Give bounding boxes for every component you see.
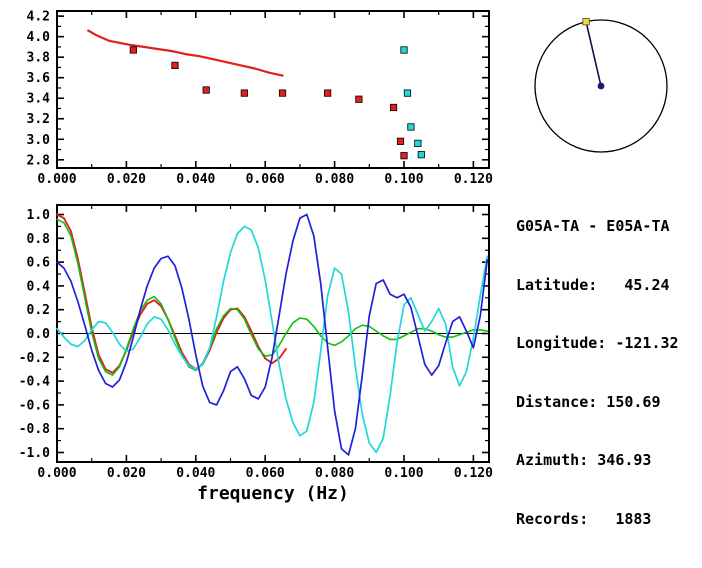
- y-tick-label: -1.0: [19, 446, 50, 461]
- x-tick-label: 0.040: [176, 466, 215, 481]
- cyan-velocity-markers-point: [414, 139, 422, 147]
- waveform-plot: 0.000 0.020 0.040 0.060 0.080 0.100 0.120 -1.0 -…: [19, 204, 493, 504]
- target-station-marker: [582, 18, 590, 26]
- cyan-velocity-markers-point: [407, 123, 415, 131]
- y-tick-label: 3.2: [27, 112, 50, 127]
- y-tick-label: 4.0: [27, 30, 51, 45]
- x-tick-label: 0.000: [37, 172, 76, 187]
- station-pair-title: G05A-TA - E05A-TA: [516, 217, 670, 235]
- red-velocity-markers-point: [389, 103, 398, 112]
- records-line: Records: 1883: [516, 509, 652, 528]
- azimuth-line: Azimuth: 346.93: [516, 451, 652, 469]
- station-info-panel: G05A-TA - E05A-TA Latitude: 45.24 Longit…: [516, 178, 679, 568]
- y-tick-label: 0.8: [27, 232, 51, 247]
- y-tick-label: -0.6: [19, 398, 50, 413]
- y-tick-label: -0.8: [19, 422, 50, 437]
- red-velocity-markers-point: [171, 61, 179, 69]
- y-tick-label: 3.6: [27, 71, 51, 86]
- x-axis-label: frequency (Hz): [197, 483, 349, 504]
- x-tick-label: 0.080: [315, 466, 354, 481]
- red-velocity-markers-point: [129, 46, 137, 54]
- x-tick-label: 0.080: [315, 172, 354, 187]
- x-tick-label: 0.060: [246, 172, 285, 187]
- distance-line: Distance: 150.69: [516, 392, 661, 411]
- y-tick-label: 0.6: [27, 256, 51, 271]
- red-velocity-markers-point: [400, 152, 408, 160]
- figure-page: 0.000 0.020 0.040 0.060 0.080 0.100 0.120 2.8 3.…: [18, 9, 679, 528]
- reference-dispersion-curve: [87, 29, 284, 77]
- y-tick-label: 4.2: [27, 10, 50, 25]
- y-tick-label: 0.2: [27, 303, 50, 318]
- red-velocity-markers-point: [324, 89, 332, 97]
- y-tick-label: -0.2: [19, 351, 50, 366]
- red-velocity-markers-point: [355, 95, 363, 103]
- y-tick-label: 0.0: [27, 327, 51, 342]
- waveform-green: [56, 218, 489, 376]
- x-tick-label: 0.120: [454, 172, 493, 187]
- y-tick-label: 1.0: [27, 208, 51, 223]
- x-tick-label: 0.120: [454, 466, 493, 481]
- waveform-blue: [56, 213, 489, 456]
- y-tick-label: 3.8: [27, 51, 51, 66]
- longitude-line: Longitude: -121.32: [516, 334, 679, 352]
- azimuth-diagram: [534, 18, 668, 153]
- source-station-dot: [597, 82, 605, 90]
- waveform-cyan: [56, 225, 489, 454]
- x-tick-label: 0.060: [246, 466, 285, 481]
- dispersion-plot: 0.000 0.020 0.040 0.060 0.080 0.100 0.120 2.8 3.…: [27, 10, 494, 187]
- y-tick-label: 2.8: [27, 153, 51, 168]
- cyan-velocity-markers-point: [417, 151, 425, 159]
- x-tick-label: 0.000: [37, 466, 76, 481]
- y-tick-label: 0.4: [27, 279, 51, 294]
- red-velocity-markers-point: [278, 89, 287, 97]
- y-tick-label: -0.4: [19, 375, 50, 390]
- azimuth-circle: [534, 19, 668, 153]
- x-tick-label: 0.040: [176, 172, 215, 187]
- red-velocity-markers-point: [396, 137, 405, 145]
- azimuth-line: [585, 21, 602, 87]
- y-tick-label: 3.0: [27, 133, 51, 148]
- cyan-velocity-markers-point: [400, 46, 408, 54]
- x-tick-label: 0.020: [107, 466, 146, 481]
- y-tick-label: 3.4: [27, 92, 51, 107]
- figure-canvas: 0.000 0.020 0.040 0.060 0.080 0.100 0.120 2.8 3.…: [19, 10, 668, 504]
- latitude-line: Latitude: 45.24: [516, 275, 670, 294]
- cyan-velocity-markers-point: [403, 89, 412, 97]
- x-tick-label: 0.020: [107, 172, 146, 187]
- x-tick-label: 0.100: [384, 172, 423, 187]
- x-tick-label: 0.100: [384, 466, 423, 481]
- red-velocity-markers-point: [202, 86, 210, 94]
- red-velocity-markers-point: [240, 89, 248, 97]
- dispersion-plot-frame: [56, 10, 490, 169]
